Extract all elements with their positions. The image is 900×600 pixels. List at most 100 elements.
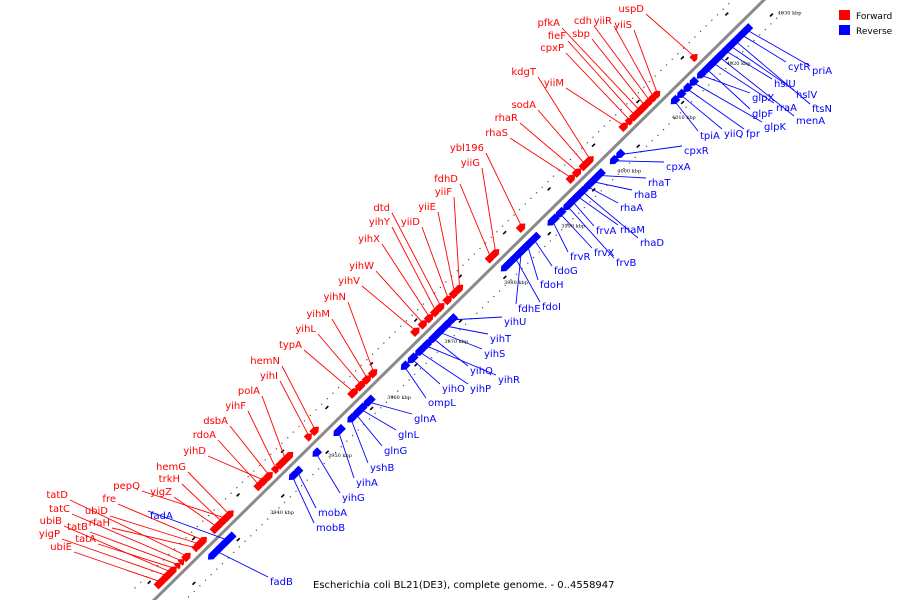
ruler-dot [439, 286, 442, 289]
ruler-dot [555, 234, 557, 237]
forward-gene-label-yiiR: yiiR [594, 16, 612, 27]
ruler-dot [292, 431, 295, 433]
forward-gene-yiiG [489, 249, 500, 259]
ruler-dot [298, 425, 300, 428]
ruler-dot [247, 475, 249, 478]
forward-gene-label-dtd: dtd [373, 203, 390, 214]
reverse-gene-label-glpK: glpK [764, 122, 786, 133]
ruler-dot [388, 336, 391, 339]
reverse-gene-yihG [312, 447, 323, 457]
leader-frvA [571, 200, 595, 227]
leader-fdoG [533, 238, 553, 267]
ruler-dot [637, 92, 640, 94]
leader-fdhE [515, 251, 522, 305]
ruler-dot [255, 529, 258, 531]
leader-yiiS [633, 29, 658, 94]
leader-lines [61, 13, 811, 583]
ruler-dot [671, 58, 673, 61]
leader-yihO [411, 358, 441, 385]
ruler-dot [747, 45, 750, 47]
leader-rhaD [581, 191, 639, 239]
ruler-dot [702, 89, 704, 92]
ruler-dot [391, 395, 393, 398]
ruler-dot [561, 229, 563, 231]
leader-fadA [147, 510, 228, 541]
forward-gene-label-hemN: hemN [250, 356, 280, 367]
forward-gene-label-tatB: tatB [67, 522, 88, 533]
ruler-dot [758, 34, 761, 36]
ruler-dot [467, 258, 470, 261]
ruler-dot [688, 41, 690, 44]
forward-gene-yiiD [442, 295, 452, 306]
leader-yihI [279, 380, 310, 437]
ruler-dot [202, 520, 204, 522]
reverse-gene-label-yihA: yihA [356, 478, 378, 489]
ruler-dot [481, 306, 484, 309]
forward-gene-label-yigZ: yigZ [150, 487, 172, 498]
reverse-gene-mobB [288, 470, 299, 481]
forward-gene-tatC [177, 559, 185, 566]
forward-gene-label-yihV: yihV [338, 276, 360, 287]
ruler-dot [371, 353, 374, 355]
forward-gene-label-ybl196: ybl196 [450, 143, 484, 154]
ruler-dot [654, 75, 656, 77]
ruler-dot [603, 125, 606, 127]
forward-gene-label-sodA: sodA [511, 100, 536, 111]
ruler-dot [264, 459, 266, 461]
forward-gene-label-fre: fre [102, 494, 116, 505]
ruler-dot [140, 581, 142, 584]
leader-cpxP [565, 52, 631, 121]
ruler-dot [583, 206, 586, 209]
ruler-dot [456, 270, 459, 272]
forward-gene-label-yiiD: yiiD [401, 217, 420, 228]
forward-gene-label-ubiB: ubiB [40, 516, 62, 527]
ruler-dot [411, 314, 413, 316]
ruler-dot [173, 548, 176, 550]
forward-gene-label-polA: polA [238, 386, 260, 397]
ruler-dot [241, 481, 244, 483]
leader-fdhD [459, 183, 492, 258]
legend-forward-label: Forward [856, 12, 892, 22]
ruler-dot [753, 39, 755, 42]
reverse-gene-tpiA [670, 94, 681, 105]
reverse-gene-ompL [400, 360, 411, 370]
leader-pepQ [141, 490, 226, 519]
forward-gene-uspD [689, 54, 698, 63]
leader-tatC [71, 513, 183, 562]
leader-yihP [419, 351, 469, 385]
ruler-tick [680, 100, 685, 105]
leader-rhaM [577, 195, 619, 226]
reverse-gene-yshB [347, 413, 357, 423]
reverse-gene-label-cpxR: cpxR [684, 146, 709, 157]
forward-gene-label-yihY: yihY [369, 217, 391, 228]
leader-frvB [566, 205, 615, 259]
reverse-gene-label-frvB: frvB [616, 258, 637, 269]
ruler-dot [323, 462, 325, 465]
ruler-dot [524, 203, 526, 205]
leader-rdoA [217, 439, 260, 486]
leader-yigZ [173, 496, 218, 528]
reverse-gene-label-mobA: mobA [318, 508, 347, 519]
reverse-gene-label-yihR: yihR [498, 375, 520, 386]
leader-dtd [391, 212, 442, 307]
ruler-dot [564, 164, 566, 166]
forward-gene-yihW [417, 320, 428, 330]
reverse-gene-label-fdoI: fdoI [542, 302, 561, 313]
leader-yihQ [432, 337, 469, 367]
ruler-dot [419, 368, 422, 370]
leader-tatB [89, 531, 179, 566]
ruler-dot [648, 80, 651, 83]
ruler-dot [532, 256, 535, 259]
ruler-dot [287, 436, 289, 439]
leader-yihV [361, 285, 417, 332]
leader-yiiE [437, 211, 456, 294]
reverse-gene-label-fadB: fadB [270, 577, 293, 588]
forward-gene-yihX [423, 314, 434, 324]
ruler-dot [716, 14, 719, 16]
leader-cdh [593, 25, 651, 102]
forward-gene-yiiF [453, 284, 464, 295]
leader-rhaT [598, 174, 647, 179]
forward-gene-label-pepQ: pepQ [113, 481, 140, 492]
reverse-gene-glnA [363, 394, 376, 407]
leader-ubiE [73, 551, 162, 583]
